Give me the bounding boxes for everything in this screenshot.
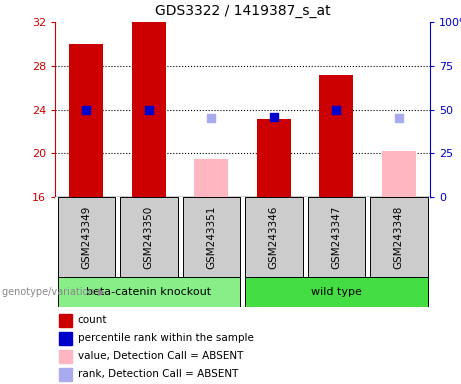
Text: value, Detection Call = ABSENT: value, Detection Call = ABSENT	[77, 351, 243, 361]
Text: GSM243347: GSM243347	[331, 205, 341, 269]
Text: GSM243349: GSM243349	[81, 205, 91, 269]
Bar	[183, 197, 240, 277]
Point	[395, 115, 402, 121]
Text: percentile rank within the sample: percentile rank within the sample	[77, 333, 254, 343]
Text: wild type: wild type	[311, 287, 362, 297]
Text: beta-catenin knockout: beta-catenin knockout	[86, 287, 211, 297]
Text: GSM243351: GSM243351	[206, 205, 216, 269]
Bar	[59, 332, 72, 345]
Text: genotype/variation ▶: genotype/variation ▶	[2, 287, 106, 297]
Bar	[69, 44, 103, 197]
Point	[270, 114, 278, 120]
Bar	[319, 74, 354, 197]
Bar	[59, 314, 72, 327]
Bar	[245, 197, 302, 277]
Bar	[382, 151, 416, 197]
Text: GSM243346: GSM243346	[269, 205, 279, 269]
Bar	[59, 368, 72, 381]
Bar	[120, 197, 177, 277]
Text: GSM243350: GSM243350	[144, 205, 154, 269]
Bar	[257, 119, 291, 197]
Title: GDS3322 / 1419387_s_at: GDS3322 / 1419387_s_at	[155, 4, 331, 18]
Point	[145, 106, 153, 113]
Text: rank, Detection Call = ABSENT: rank, Detection Call = ABSENT	[77, 369, 238, 379]
Point	[332, 106, 340, 113]
Bar	[370, 197, 427, 277]
Point	[83, 106, 90, 113]
Bar	[58, 197, 115, 277]
Bar	[245, 277, 427, 307]
Text: count: count	[77, 314, 107, 324]
Text: GSM243348: GSM243348	[394, 205, 404, 269]
Bar	[59, 350, 72, 363]
Bar	[194, 159, 229, 197]
Point	[207, 115, 215, 121]
Bar	[131, 22, 166, 197]
Bar	[307, 197, 365, 277]
Bar	[58, 277, 240, 307]
